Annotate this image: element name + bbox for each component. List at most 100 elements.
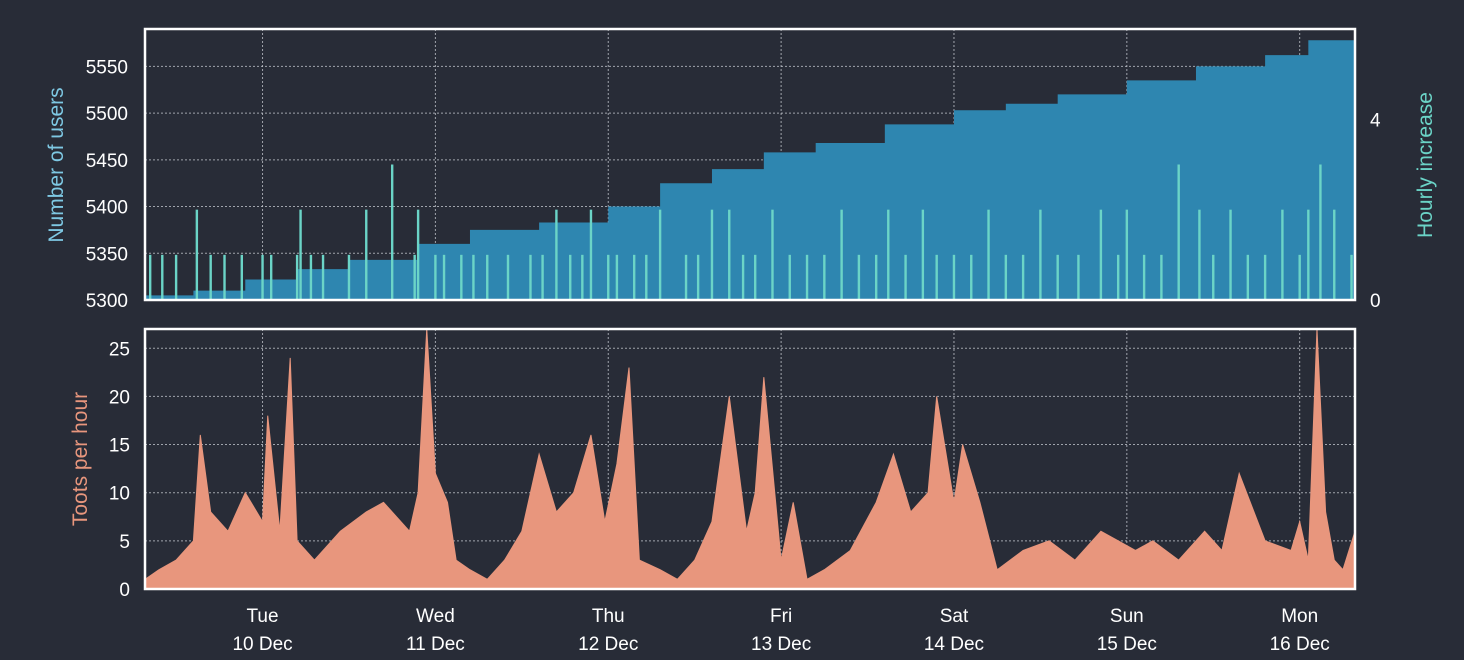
hourly-increase-bar: [1263, 254, 1267, 300]
users-area: [145, 29, 1355, 300]
hourly-increase-bar: [788, 254, 791, 300]
hourly-increase-bar: [1177, 164, 1180, 300]
hourly-increase-bar: [240, 254, 243, 300]
hourly-increase-bar: [1077, 254, 1080, 300]
hourly-increase-bar: [1298, 254, 1301, 300]
hourly-increase-bar: [541, 254, 544, 300]
date-weekday-label: Thu: [592, 606, 625, 627]
hourly-increase-bar: [442, 254, 446, 300]
hourly-increase-bar: [195, 209, 199, 300]
hourly-increase-bar: [569, 254, 572, 300]
hourly-increase-bar: [696, 254, 700, 300]
hourly-increase-bar: [1021, 254, 1025, 300]
hourly-increase-bar: [874, 254, 878, 300]
hourly-increase-bar: [1281, 209, 1284, 300]
hourly-increase-bar: [1116, 254, 1120, 300]
hourly-increase-bar: [1319, 164, 1322, 300]
date-x-ticks: Tue 10 Dec Wed 11 Dec Thu 12 Dec Fri 13 Dec Sat 1…: [232, 606, 1329, 655]
date-weekday-label: Mon: [1281, 606, 1318, 627]
hourly-increase-bar: [161, 254, 164, 300]
hourly-increase-bar: [607, 254, 610, 300]
hourly-increase-bar: [295, 254, 299, 300]
toots-axis-title: Toots per hour: [69, 392, 92, 526]
hourly-increase-bar: [1246, 254, 1250, 300]
hourly-increase-bar: [1307, 209, 1310, 300]
hourly-increase-bar: [321, 254, 325, 300]
hourly-increase-series: [148, 164, 1353, 300]
hourly-increase-bar: [741, 254, 745, 300]
users-axis-title: Number of users: [45, 87, 68, 242]
hourly-tick-label: 0: [1370, 291, 1381, 312]
hourly-increase-bar: [857, 254, 861, 300]
hourly-increase-bar: [390, 164, 394, 300]
hourly-increase-bar: [347, 254, 351, 300]
hourly-increase-bar: [632, 254, 636, 300]
hourly-increase-bar: [710, 209, 714, 300]
hourly-increase-bar: [1229, 209, 1232, 300]
users-tick-label: 5500: [86, 104, 128, 125]
hourly-increase-bar: [684, 254, 688, 300]
hourly-increase-bar: [970, 254, 973, 300]
hourly-increase-bar: [771, 209, 774, 300]
toots-area: [144, 328, 1356, 590]
users-tick-label: 5300: [86, 291, 128, 312]
hourly-increase-bar: [840, 209, 843, 300]
date-weekday-label: Sun: [1110, 606, 1144, 627]
hourly-increase-bar: [416, 209, 420, 300]
users-tick-label: 5550: [86, 57, 128, 78]
date-weekday-label: Tue: [247, 606, 279, 627]
hourly-increase-bar: [1198, 209, 1201, 300]
hourly-increase-bar: [413, 254, 416, 300]
hourly-increase-bar: [486, 254, 489, 300]
hourly-increase-bar: [434, 254, 437, 300]
hourly-increase-bar: [581, 254, 584, 300]
users-tick-label: 5450: [86, 151, 128, 172]
hourly-increase-bar: [1125, 209, 1129, 300]
hourly-increase-bar: [1099, 209, 1103, 300]
users-y-ticks: 5300 5350 5400 5450 5500 5550: [86, 57, 128, 312]
hourly-increase-bar: [645, 254, 648, 300]
toots-tick-label: 15: [109, 436, 130, 457]
users-tick-label: 5350: [86, 244, 128, 265]
date-day-label: 12 Dec: [578, 634, 638, 655]
hourly-increase-bar: [1004, 254, 1008, 300]
users-tick-label: 5400: [86, 198, 128, 219]
bottom-panel-frame: [143, 327, 1357, 591]
hourly-increase-bar: [1142, 254, 1146, 300]
date-weekday-label: Fri: [770, 606, 792, 627]
hourly-increase-bar: [1056, 254, 1059, 300]
date-day-label: 10 Dec: [232, 634, 292, 655]
hourly-increase-bar: [904, 254, 907, 300]
hourly-increase-bar: [506, 254, 510, 300]
hourly-increase-bar: [269, 254, 273, 300]
hourly-increase-bar: [223, 254, 226, 300]
hourly-increase-bar: [1039, 209, 1042, 300]
hourly-increase-bar: [309, 254, 313, 300]
hourly-tick-label: 4: [1370, 110, 1381, 131]
date-weekday-label: Sat: [940, 606, 969, 627]
hourly-increase-bar: [555, 209, 558, 300]
hourly-y-ticks: 04: [1370, 110, 1381, 312]
hourly-increase-bar: [460, 254, 463, 300]
date-day-label: 14 Dec: [924, 634, 984, 655]
date-day-label: 13 Dec: [751, 634, 811, 655]
date-day-label: 15 Dec: [1097, 634, 1157, 655]
hourly-increase-bar: [148, 254, 152, 300]
toots-tick-label: 25: [109, 339, 130, 360]
hourly-increase-bar: [1333, 209, 1336, 300]
hourly-increase-bar: [365, 209, 368, 300]
hourly-increase-bar: [952, 254, 956, 300]
hourly-increase-bar: [823, 254, 826, 300]
toots-tick-label: 5: [119, 532, 130, 553]
bottom-panel: 0 5 10 15 20 25 Tue 10 Dec Wed 11 Dec Thu 12 Dec Fr…: [69, 327, 1357, 655]
hourly-increase-bar: [299, 209, 302, 300]
hourly-increase-bar: [658, 209, 662, 300]
hourly-increase-bar: [472, 254, 475, 300]
hourly-increase-bar: [753, 254, 757, 300]
hourly-increase-bar: [615, 254, 619, 300]
hourly-increase-bar: [728, 209, 731, 300]
hourly-increase-bar: [529, 254, 532, 300]
date-day-label: 11 Dec: [406, 634, 465, 655]
toots-tick-label: 10: [109, 484, 130, 505]
